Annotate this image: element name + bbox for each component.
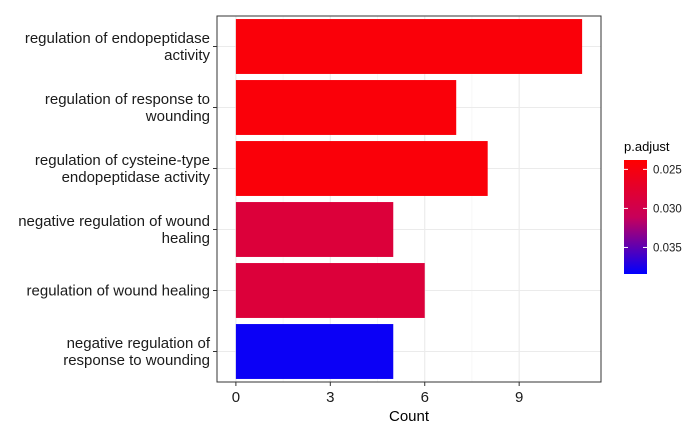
bar (235, 263, 425, 318)
y-category-label: wounding (145, 108, 210, 125)
y-category-label: negative regulation of wound (18, 213, 210, 230)
y-category-label: healing (162, 230, 210, 247)
legend-tick-label: 0.025 (653, 164, 682, 176)
x-axis-title: Count (389, 408, 430, 425)
y-category-label: negative regulation of (67, 335, 211, 352)
bar (235, 141, 488, 196)
legend-colorbar (624, 160, 647, 274)
y-category-label: regulation of cysteine-type (35, 152, 210, 169)
y-category-label: regulation of endopeptidase (25, 30, 210, 47)
y-category-label: regulation of response to (45, 91, 210, 108)
bar (235, 80, 457, 135)
legend-ticks: 0.025 0.030 0.035 (624, 164, 682, 254)
panel-background (217, 16, 601, 382)
x-tick-label: 0 (232, 389, 240, 406)
legend-tick-label: 0.030 (653, 203, 682, 215)
y-category-label: endopeptidase activity (62, 169, 211, 186)
bar (235, 202, 394, 257)
y-category-label: response to wounding (63, 352, 210, 369)
bar (235, 324, 394, 379)
x-tick-label: 6 (421, 389, 429, 406)
x-tick-label: 9 (515, 389, 523, 406)
y-category-label: regulation of wound healing (27, 283, 210, 300)
legend-title: p.adjust (624, 139, 670, 154)
bars (235, 19, 583, 379)
x-tick-label: 3 (326, 389, 334, 406)
legend-tick-label: 0.035 (653, 242, 682, 254)
x-axis-ticks: 0 3 6 9 (232, 382, 523, 406)
bar (235, 19, 583, 74)
y-category-label: activity (164, 47, 210, 64)
panel-border (216, 15, 602, 383)
